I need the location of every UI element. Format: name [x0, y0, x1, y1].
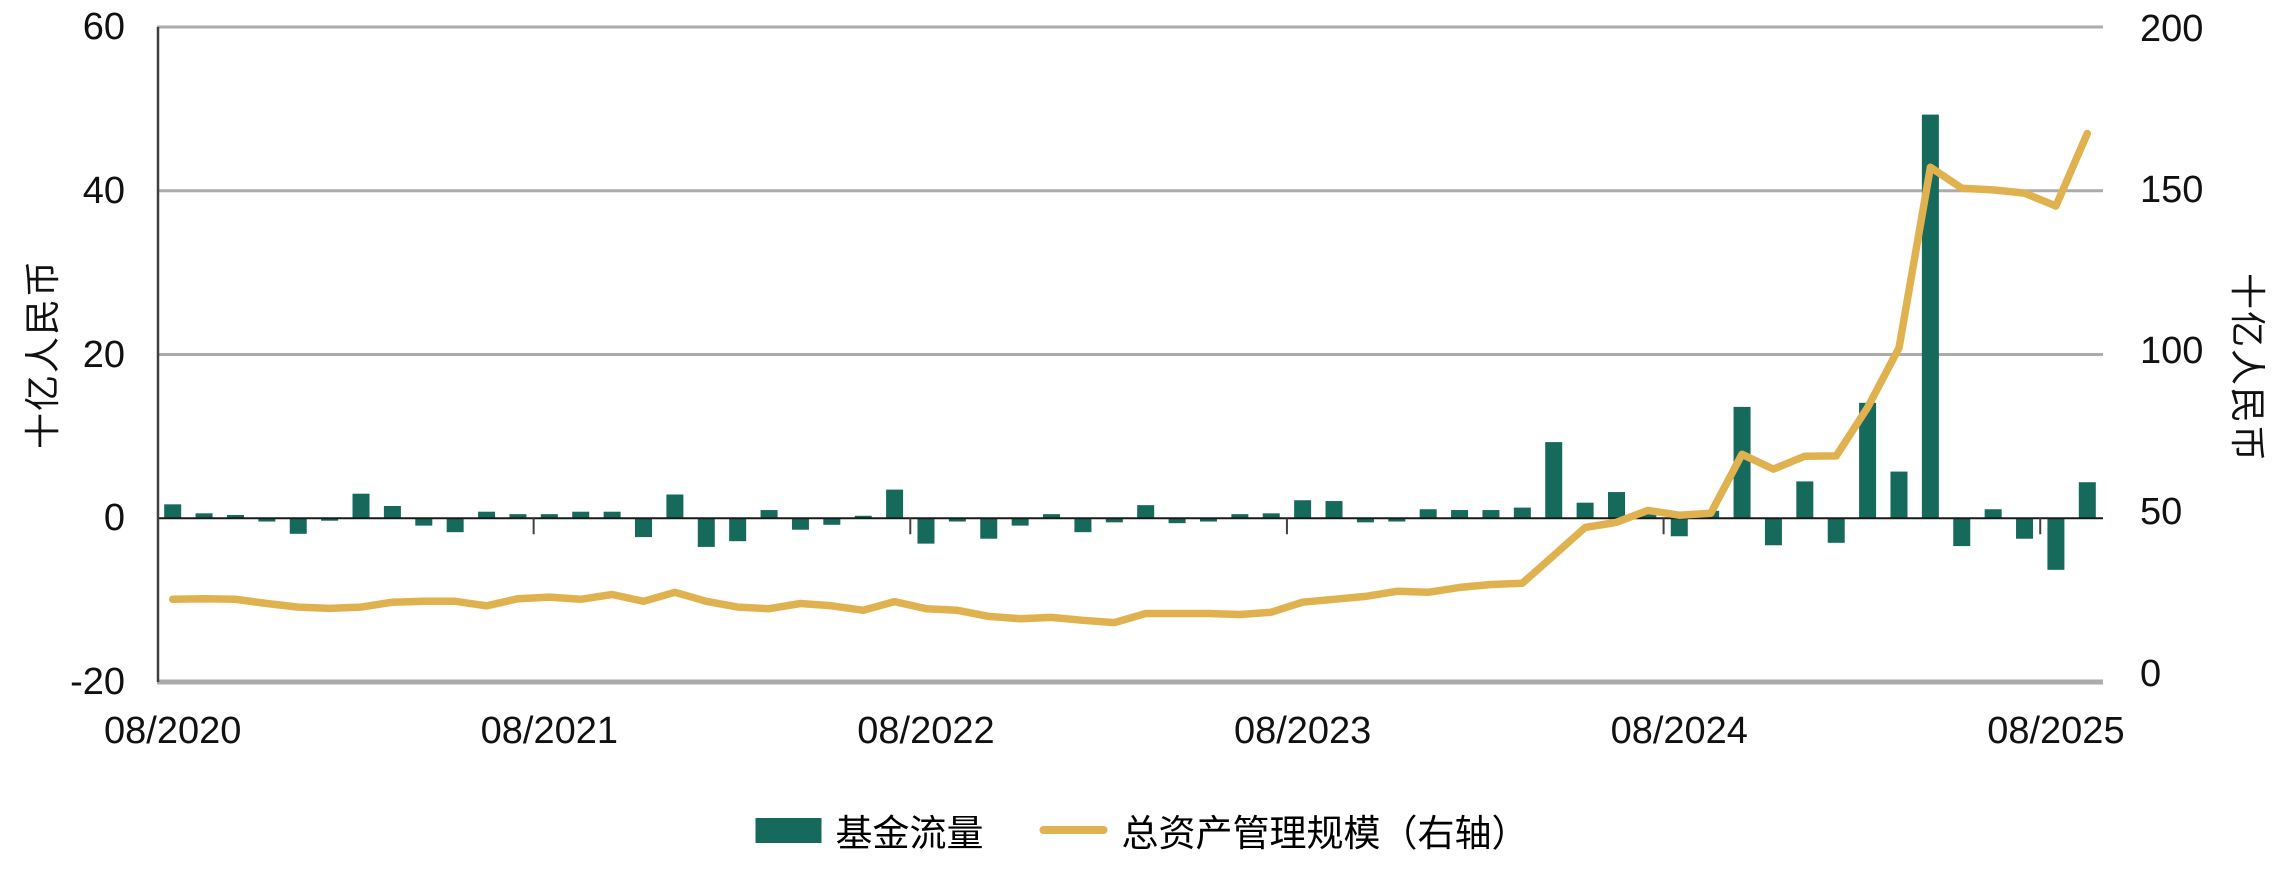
x-axis-tick-08/2023: 08/2023	[1233, 710, 1372, 752]
left-axis-tick-0: 0	[103, 497, 125, 540]
right-axis-tick-150: 150	[2140, 168, 2204, 211]
x-axis-tick-08/2025: 08/2025	[1987, 710, 2125, 752]
right-axis-title: 十亿人民币	[2227, 272, 2268, 464]
legend-item-aum: 总资产管理规模（右轴）	[1039, 803, 1529, 857]
x-axis-tick-08/2024: 08/2024	[1610, 710, 1748, 752]
legend: 基金流量 总资产管理规模（右轴）	[755, 803, 1529, 857]
right-axis-tick-0: 0	[2140, 652, 2162, 695]
gridlines	[157, 25, 2103, 685]
line-series-swatch-icon	[1039, 826, 1108, 834]
legend-label-fund-flows: 基金流量	[835, 813, 984, 854]
bar-series-fund-flows	[164, 114, 2096, 570]
axis-lines	[156, 27, 2103, 682]
line-series-aum	[168, 129, 2092, 627]
right-axis-tick-50: 50	[2140, 491, 2183, 534]
x-axis-tick-08/2021: 08/2021	[480, 710, 619, 752]
left-axis-tick-20: 20	[82, 333, 125, 376]
x-axis-tick-08/2022: 08/2022	[857, 710, 995, 752]
left-axis-tick-60: 60	[82, 6, 125, 48]
left-axis-title: 十亿人民币	[22, 258, 63, 450]
right-axis-tick-100: 100	[2140, 330, 2204, 373]
bar-series-swatch-icon	[755, 817, 822, 843]
legend-label-aum: 总资产管理规模（右轴）	[1121, 813, 1529, 854]
right-axis-tick-200: 200	[2140, 7, 2204, 50]
legend-item-fund-flows: 基金流量	[755, 803, 984, 857]
left-axis-tick-40: 40	[82, 169, 125, 212]
left-axis-tick--20: -20	[70, 661, 125, 703]
x-axis-tick-08/2020: 08/2020	[104, 710, 242, 752]
